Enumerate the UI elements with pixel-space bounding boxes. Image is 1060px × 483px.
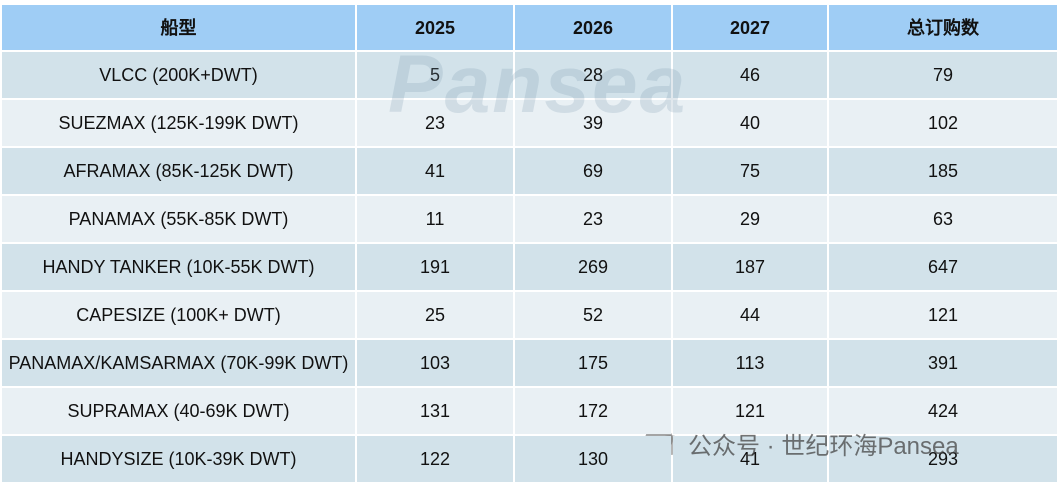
table-cell: PANAMAX/KAMSARMAX (70K-99K DWT) — [2, 340, 355, 386]
table-cell: 102 — [829, 100, 1057, 146]
table-cell: 39 — [515, 100, 671, 146]
table-cell: 23 — [357, 100, 513, 146]
table-cell: 121 — [829, 292, 1057, 338]
table-cell: AFRAMAX (85K-125K DWT) — [2, 148, 355, 194]
table-cell: 187 — [673, 244, 827, 290]
table-cell: HANDYSIZE (10K-39K DWT) — [2, 436, 355, 482]
header-cell: 2025 — [357, 5, 513, 50]
table-cell: 40 — [673, 100, 827, 146]
table-cell: 185 — [829, 148, 1057, 194]
table-cell: 25 — [357, 292, 513, 338]
table-cell: 75 — [673, 148, 827, 194]
table-cell: 103 — [357, 340, 513, 386]
table-cell: 29 — [673, 196, 827, 242]
table-cell: CAPESIZE (100K+ DWT) — [2, 292, 355, 338]
table-cell: 175 — [515, 340, 671, 386]
table-cell: 121 — [673, 388, 827, 434]
table-cell: 131 — [357, 388, 513, 434]
table-cell: 391 — [829, 340, 1057, 386]
table-cell: 122 — [357, 436, 513, 482]
table-cell: 11 — [357, 196, 513, 242]
header-cell: 船型 — [2, 5, 355, 50]
watermark-caption: 公众号 · 世纪环海Pansea — [688, 433, 959, 460]
table-cell: 79 — [829, 52, 1057, 98]
table-cell: 44 — [673, 292, 827, 338]
table-cell: 69 — [515, 148, 671, 194]
table-cell: HANDY TANKER (10K-55K DWT) — [2, 244, 355, 290]
table-cell: 63 — [829, 196, 1057, 242]
table-cell: 41 — [357, 148, 513, 194]
table-cell: 293 — [829, 436, 1057, 482]
table-cell: 28 — [515, 52, 671, 98]
table-cell: 130 — [515, 436, 671, 482]
header-cell: 2026 — [515, 5, 671, 50]
table-cell: 424 — [829, 388, 1057, 434]
watermark-logo: Pansea — [388, 39, 688, 130]
table-cell: 172 — [515, 388, 671, 434]
table-cell: 269 — [515, 244, 671, 290]
table-cell: VLCC (200K+DWT) — [2, 52, 355, 98]
header-cell: 总订购数 — [829, 5, 1057, 50]
table-cell: 113 — [673, 340, 827, 386]
table-cell: SUEZMAX (125K-199K DWT) — [2, 100, 355, 146]
table-cell: 23 — [515, 196, 671, 242]
header-cell: 2027 — [673, 5, 827, 50]
table-cell: PANAMAX (55K-85K DWT) — [2, 196, 355, 242]
table-cell: 52 — [515, 292, 671, 338]
table-cell: 647 — [829, 244, 1057, 290]
table-cell: SUPRAMAX (40-69K DWT) — [2, 388, 355, 434]
table-cell: 5 — [357, 52, 513, 98]
table-cell: 191 — [357, 244, 513, 290]
table-cell: 46 — [673, 52, 827, 98]
table-cell: 41 — [673, 436, 827, 482]
